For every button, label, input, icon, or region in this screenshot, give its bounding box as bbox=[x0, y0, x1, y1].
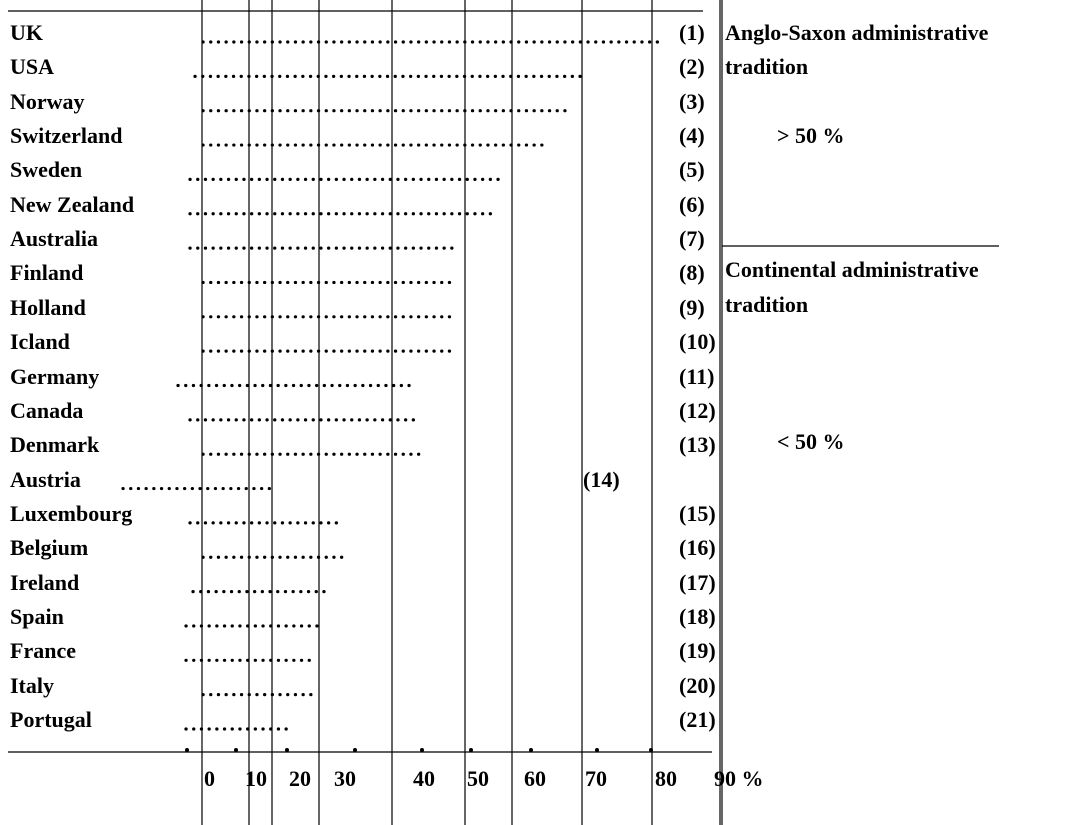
group-title: Anglo-Saxon administrative bbox=[725, 20, 989, 45]
x-tick-label: 70 bbox=[585, 766, 607, 791]
threshold-label: < 50 % bbox=[777, 429, 845, 454]
category-label: Italy bbox=[10, 672, 54, 698]
category-label: Holland bbox=[10, 294, 86, 320]
rank-label: (20) bbox=[679, 672, 716, 698]
group-title: Continental administrative bbox=[725, 257, 979, 282]
category-label: UK bbox=[10, 20, 43, 45]
rank-label: (16) bbox=[679, 535, 716, 561]
category-label: Finland bbox=[10, 260, 84, 286]
rank-label: (11) bbox=[679, 363, 715, 389]
category-label: Portugal bbox=[10, 707, 92, 732]
group-title: tradition bbox=[725, 292, 809, 317]
rank-label: (13) bbox=[679, 432, 716, 458]
rank-label: (2) bbox=[679, 54, 705, 80]
axis-dot bbox=[285, 748, 289, 752]
category-label: Germany bbox=[10, 363, 100, 389]
category-label: Switzerland bbox=[10, 123, 123, 149]
rank-label: (3) bbox=[679, 88, 705, 114]
rank-label: (10) bbox=[679, 329, 716, 355]
rank-label: (7) bbox=[679, 226, 705, 252]
rank-label: (15) bbox=[679, 500, 716, 526]
rank-label: (6) bbox=[679, 191, 705, 217]
axis-dot bbox=[649, 748, 653, 752]
rank-label: (17) bbox=[679, 569, 716, 595]
category-label: Spain bbox=[10, 603, 64, 629]
category-label: Ireland bbox=[10, 569, 80, 595]
rank-label: (21) bbox=[679, 707, 716, 732]
category-label: Denmark bbox=[10, 432, 100, 458]
category-label: Sweden bbox=[10, 157, 83, 183]
category-label: Icland bbox=[10, 329, 70, 355]
x-tick-label: 0 bbox=[204, 766, 215, 791]
axis-dot bbox=[529, 748, 533, 752]
group-title: tradition bbox=[725, 54, 809, 79]
rank-label: (18) bbox=[679, 603, 716, 629]
x-tick-label: 10 bbox=[245, 766, 267, 791]
category-label: Australia bbox=[10, 226, 98, 252]
rank-label: (19) bbox=[679, 638, 716, 664]
axis-dot bbox=[420, 748, 424, 752]
x-tick-label: 40 bbox=[413, 766, 435, 791]
category-label: New Zealand bbox=[10, 191, 135, 217]
axis-dot bbox=[595, 748, 599, 752]
threshold-label: > 50 % bbox=[777, 123, 845, 148]
axis-dot bbox=[185, 748, 189, 752]
axis-dot bbox=[234, 748, 238, 752]
axis-dot bbox=[469, 748, 473, 752]
rank-label: (5) bbox=[679, 157, 705, 183]
x-tick-label: 20 bbox=[289, 766, 311, 791]
category-label: Belgium bbox=[10, 535, 89, 561]
rank-label: (9) bbox=[679, 294, 705, 320]
rank-label: (8) bbox=[679, 260, 705, 286]
category-label: Norway bbox=[10, 88, 85, 114]
x-tick-label: 30 bbox=[334, 766, 356, 791]
x-tick-label: 50 bbox=[467, 766, 489, 791]
rank-label: (12) bbox=[679, 397, 716, 423]
category-label: Austria bbox=[10, 466, 81, 492]
rank-label: (1) bbox=[679, 20, 705, 45]
category-label: Luxembourg bbox=[10, 500, 133, 526]
category-label: France bbox=[10, 638, 76, 664]
rank-label: (14) bbox=[583, 466, 620, 492]
rank-label: (4) bbox=[679, 123, 705, 149]
axis-dot bbox=[353, 748, 357, 752]
x-tick-label: 90 % bbox=[714, 766, 764, 791]
category-label: USA bbox=[10, 54, 55, 80]
category-label: Canada bbox=[10, 397, 84, 423]
x-tick-label: 80 bbox=[655, 766, 677, 791]
x-tick-label: 60 bbox=[524, 766, 546, 791]
